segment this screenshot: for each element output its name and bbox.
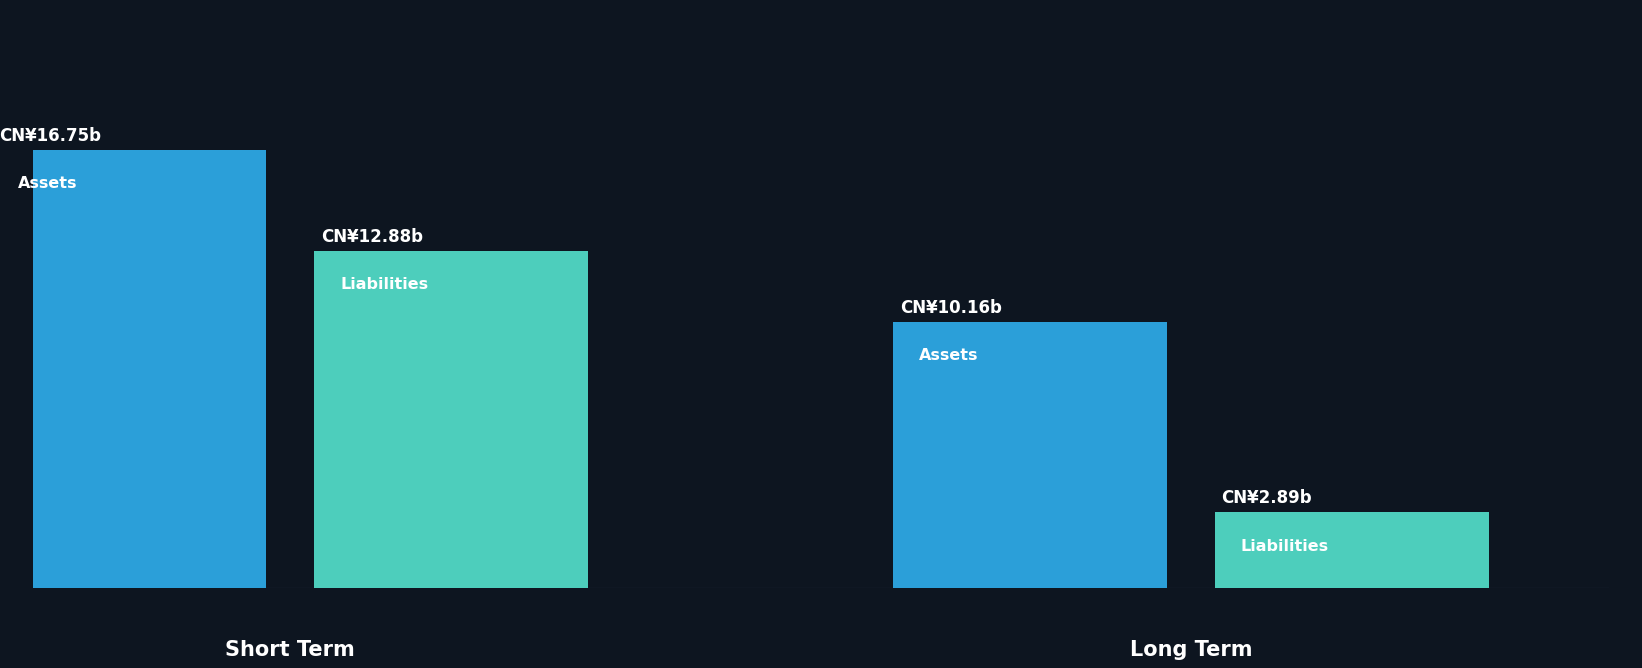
Bar: [314, 251, 588, 588]
Text: Assets: Assets: [920, 349, 979, 363]
Bar: [1215, 512, 1489, 588]
Text: Assets: Assets: [18, 176, 77, 191]
Text: Short Term: Short Term: [225, 641, 355, 661]
Text: Liabilities: Liabilities: [1241, 538, 1328, 554]
Text: Liabilities: Liabilities: [340, 277, 429, 293]
Text: CN¥12.88b: CN¥12.88b: [320, 228, 422, 246]
Text: CN¥10.16b: CN¥10.16b: [900, 299, 1002, 317]
Text: CN¥2.89b: CN¥2.89b: [1222, 489, 1312, 507]
Bar: [893, 322, 1167, 588]
Bar: [0, 150, 266, 588]
Text: CN¥16.75b: CN¥16.75b: [0, 126, 102, 144]
Text: Long Term: Long Term: [1130, 641, 1253, 661]
